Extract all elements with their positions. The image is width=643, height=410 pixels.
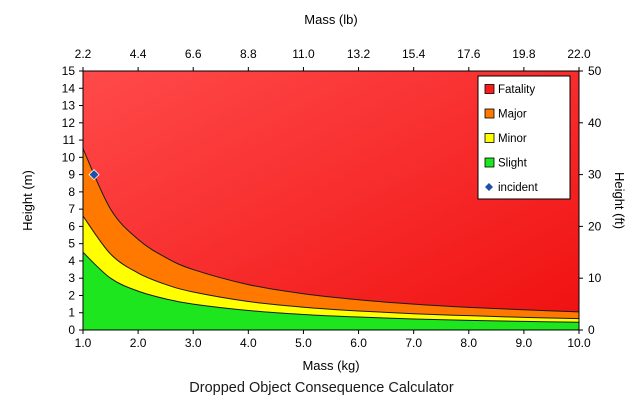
x-tick-label: 4.0	[240, 336, 257, 350]
y-tick-label: 5	[68, 237, 75, 251]
x-tick-label: 8.0	[460, 336, 477, 350]
consequence-chart: 1.0 2.0 3.0 4.0 5.0 6.0 7.0 8.0 9.0 10.0 2.2 4.4 6.6…	[20, 12, 627, 373]
axes: 1.0 2.0 3.0 4.0 5.0 6.0 7.0 8.0 9.0 10.0 2.2 4.4 6.6…	[20, 12, 627, 373]
x-tick-label: 6.0	[350, 336, 367, 350]
x2-tick-label: 13.2	[347, 47, 371, 61]
x2-tick-label: 6.6	[185, 47, 202, 61]
legend-label-major: Major	[498, 109, 527, 121]
y-tick-label: 10	[62, 150, 76, 164]
y-tick-label: 12	[62, 116, 76, 130]
x-tick-label: 7.0	[405, 336, 422, 350]
x2-tick-label: 17.6	[457, 47, 481, 61]
legend-label-minor: Minor	[498, 133, 527, 145]
y2-tick-label: 40	[588, 116, 602, 130]
legend-label-slight: Slight	[498, 158, 528, 170]
x-axis-title: Mass (kg)	[302, 358, 359, 373]
legend-label-fatality: Fatality	[498, 84, 535, 96]
chart-caption: Dropped Object Consequence Calculator	[189, 380, 454, 396]
y-tick-label: 3	[68, 271, 75, 285]
x2-tick-label: 8.8	[240, 47, 257, 61]
x-tick-label: 10.0	[567, 336, 591, 350]
legend-swatch-major	[484, 108, 495, 119]
x-tick-label: 1.0	[75, 336, 92, 350]
plot-area	[82, 71, 580, 331]
x-tick-label: 3.0	[185, 336, 202, 350]
x2-tick-label: 15.4	[402, 47, 426, 61]
area-minor	[82, 214, 580, 331]
y2-tick-label: 50	[588, 64, 602, 78]
legend-label-incident: incident	[498, 182, 538, 194]
y-tick-label: 6	[68, 219, 75, 233]
y-tick-label: 0	[68, 323, 75, 337]
x-tick-label: 5.0	[295, 336, 312, 350]
area-slight	[82, 251, 580, 331]
x2-tick-label: 19.8	[512, 47, 536, 61]
y-tick-label: 9	[68, 168, 75, 182]
y2-axis-title: Height (ft)	[612, 172, 627, 229]
area-fatality	[83, 71, 579, 330]
x-tick-label: 2.0	[130, 336, 147, 350]
y-tick-label: 1	[68, 306, 75, 320]
y-axis-title: Height (m)	[20, 170, 35, 231]
y-tick-label: 11	[63, 133, 76, 147]
legend-swatch-slight	[484, 157, 495, 168]
legend: Fatality Major Minor Slight incident	[477, 75, 571, 200]
y2-tick-label: 30	[588, 168, 602, 182]
y-tick-label: 14	[62, 81, 76, 95]
area-major	[82, 148, 580, 331]
y-tick-label: 2	[68, 288, 75, 302]
legend-swatch-incident	[485, 183, 493, 191]
y-tick-label: 4	[68, 254, 75, 268]
legend-swatch-fatality	[484, 84, 495, 94]
y-tick-label: 15	[62, 64, 76, 78]
incident-marker	[88, 169, 100, 181]
y-tick-label: 7	[68, 202, 75, 216]
y2-tick-label: 0	[588, 323, 595, 337]
y2-tick-label: 20	[588, 219, 602, 233]
plot-border	[82, 70, 580, 331]
x2-tick-label: 11.0	[292, 47, 315, 61]
x2-tick-label: 4.4	[130, 47, 147, 61]
x-tick-label: 9.0	[516, 336, 533, 350]
x2-axis-title: Mass (lb)	[304, 12, 357, 27]
y-tick-label: 8	[68, 185, 75, 199]
x2-tick-label: 2.2	[75, 47, 92, 61]
legend-swatch-minor	[484, 133, 495, 143]
x2-tick-label: 22.0	[567, 47, 591, 61]
y2-tick-label: 10	[588, 271, 602, 285]
y-tick-label: 13	[62, 99, 76, 113]
